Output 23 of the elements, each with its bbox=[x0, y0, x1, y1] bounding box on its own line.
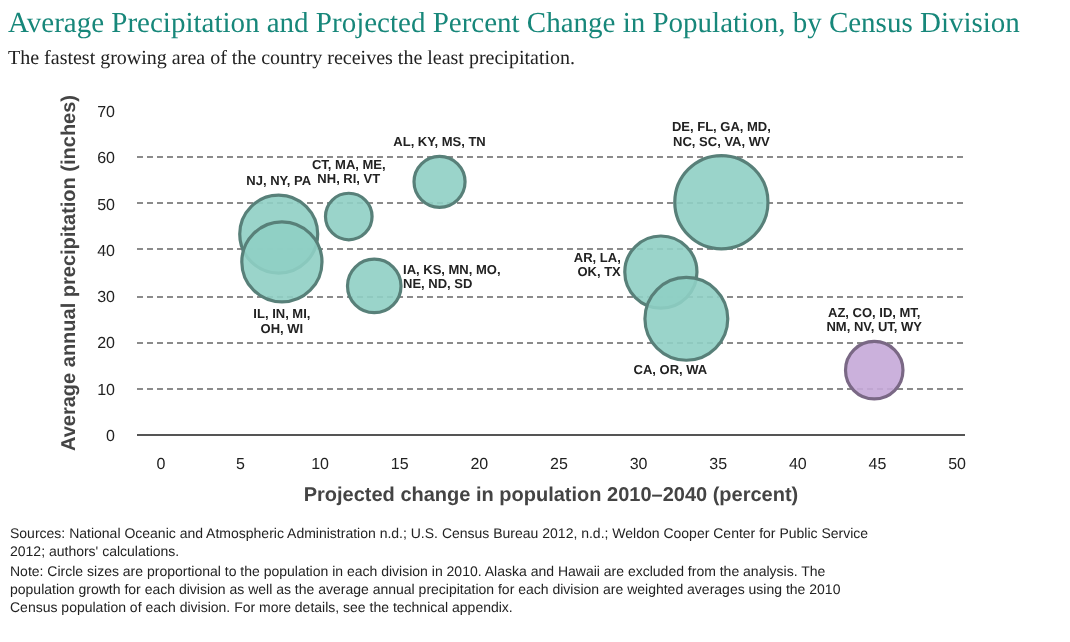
y-tick-label: 70 bbox=[97, 103, 117, 121]
x-axis-title: Projected change in population 2010–2040 (percent) bbox=[303, 485, 799, 507]
chart-subtitle: The fastest growing area of the country receives the least precipitation. bbox=[8, 46, 577, 72]
y-tick-label: 10 bbox=[97, 380, 117, 399]
x-tick-label: 30 bbox=[629, 455, 649, 473]
x-tick-label: 35 bbox=[709, 455, 729, 473]
x-tick-label: 5 bbox=[236, 455, 247, 473]
x-tick-label: 45 bbox=[868, 455, 888, 473]
x-tick-label: 10 bbox=[311, 455, 331, 473]
x-tick-label: 0 bbox=[156, 455, 167, 473]
y-tick-label: 30 bbox=[97, 288, 117, 307]
y-tick-label: 40 bbox=[97, 241, 117, 260]
y-axis-title: Average annual precipitation (inches) bbox=[59, 94, 82, 451]
x-tick-label: 20 bbox=[470, 455, 490, 473]
x-tick-label: 15 bbox=[390, 455, 410, 473]
y-tick-label: 20 bbox=[97, 334, 117, 353]
chart-title: Average Precipitation and Projected Percent Change in Population, by Census Division bbox=[8, 6, 1020, 42]
x-tick-label: 25 bbox=[550, 455, 569, 473]
x-tick-label: 40 bbox=[788, 455, 808, 473]
y-tick-label: 0 bbox=[106, 427, 117, 445]
y-tick-label: 50 bbox=[97, 195, 117, 214]
y-tick-label: 60 bbox=[97, 149, 117, 168]
x-tick-label: 50 bbox=[948, 455, 968, 473]
